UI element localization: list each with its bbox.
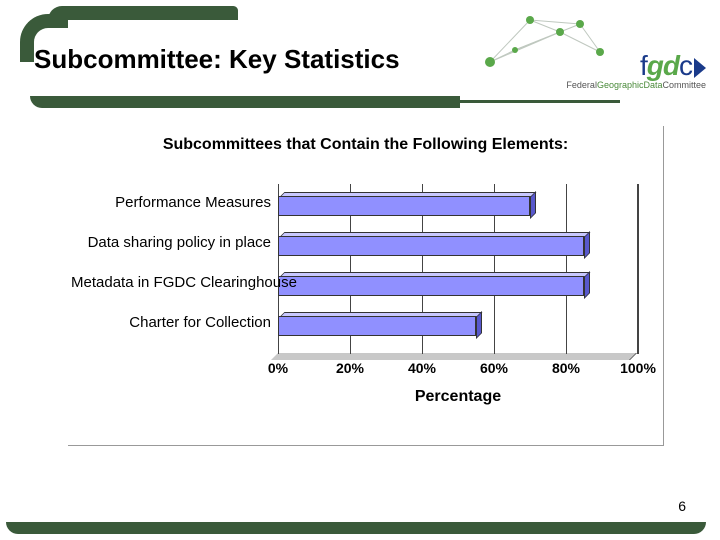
bar xyxy=(278,192,536,220)
gridline xyxy=(638,184,639,354)
fgdc-logo: fgdc FederalGeographicDataCommittee xyxy=(494,2,714,102)
y-category-label: Data sharing policy in place xyxy=(71,234,271,251)
page-number: 6 xyxy=(678,498,686,514)
fgdc-subtitle: FederalGeographicDataCommittee xyxy=(566,80,706,90)
x-tick-label: 0% xyxy=(268,360,288,376)
globe-network-icon xyxy=(470,2,610,82)
plot-floor xyxy=(271,353,637,360)
slide-title: Subcommittee: Key Statistics xyxy=(34,44,400,75)
fgdc-wordmark: fgdc xyxy=(640,50,706,82)
y-category-label: Metadata in FGDC Clearinghouse xyxy=(71,274,271,291)
chart-title: Subcommittees that Contain the Following… xyxy=(68,126,663,154)
x-tick-label: 20% xyxy=(336,360,364,376)
chart-panel: Subcommittees that Contain the Following… xyxy=(68,126,664,446)
chevron-right-icon xyxy=(694,58,706,78)
x-axis-title: Percentage xyxy=(278,388,638,406)
plot-area: 0%20%40%60%80%100% xyxy=(278,184,638,354)
y-category-label: Charter for Collection xyxy=(71,314,271,331)
bottom-accent-bar xyxy=(6,522,706,534)
title-divider xyxy=(30,96,460,108)
x-tick-label: 100% xyxy=(620,360,656,376)
x-tick-label: 80% xyxy=(552,360,580,376)
bar xyxy=(278,272,590,300)
x-tick-label: 60% xyxy=(480,360,508,376)
bar xyxy=(278,232,590,260)
gridline xyxy=(566,184,567,354)
bar xyxy=(278,312,482,340)
top-accent-bar xyxy=(48,6,238,20)
x-tick-label: 40% xyxy=(408,360,436,376)
y-category-label: Performance Measures xyxy=(71,194,271,211)
